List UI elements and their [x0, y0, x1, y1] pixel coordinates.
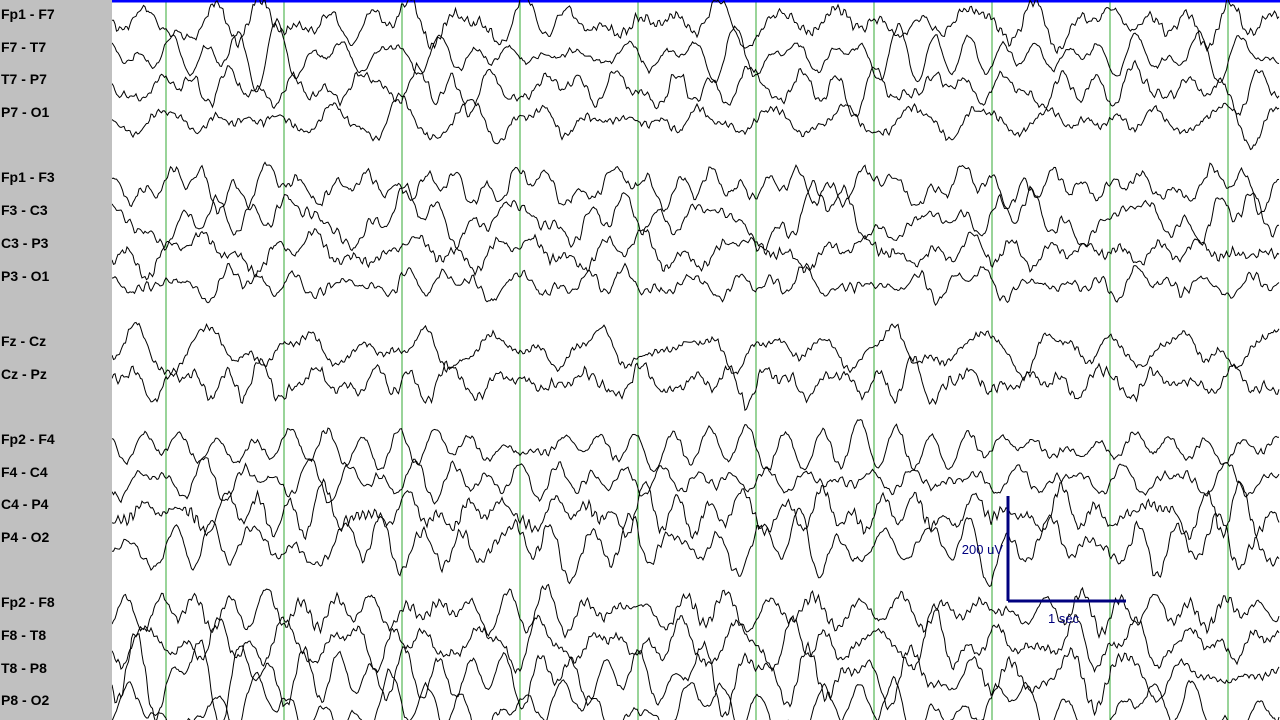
eeg-trace [112, 419, 1280, 473]
eeg-trace [112, 583, 1280, 639]
channel-label: Cz - Pz [1, 365, 47, 382]
eeg-trace [112, 602, 1280, 675]
channel-label: Fp1 - F7 [1, 6, 55, 22]
eeg-trace [112, 478, 1280, 541]
channel-label: T7 - P7 [1, 71, 47, 88]
eeg-trace [112, 632, 1280, 720]
channel-label: P3 - O1 [1, 267, 50, 284]
channel-label: P7 - O1 [1, 104, 50, 121]
eeg-trace [112, 92, 1280, 151]
channel-label: F7 - T7 [1, 38, 47, 55]
channel-label: Fp1 - F3 [1, 169, 55, 186]
eeg-trace [112, 321, 1280, 382]
channel-label: T8 - P8 [1, 659, 47, 676]
channel-label: C3 - P3 [1, 234, 49, 251]
channel-label: F4 - C4 [1, 463, 48, 480]
channel-label: C4 - P4 [1, 496, 49, 513]
channel-label-panel: Fp1 - F7 F7 - T7 T7 - P7 P7 - O1 Fp1 - F3 F3 … [0, 0, 112, 720]
eeg-trace [112, 0, 1280, 55]
channel-label: Fp2 - F8 [1, 594, 55, 611]
eeg-trace [112, 161, 1280, 216]
channel-label: F3 - C3 [1, 202, 48, 219]
eeg-trace [112, 507, 1280, 588]
eeg-trace [112, 17, 1280, 93]
channel-label: P8 - O2 [1, 692, 50, 709]
channel-label: Fz - Cz [1, 332, 47, 349]
channel-label: Fp2 - F4 [1, 430, 55, 447]
eeg-trace [112, 457, 1280, 505]
eeg-trace [112, 262, 1280, 307]
eeg-trace [112, 355, 1280, 412]
eeg-plot: 200 uV 1 sec [112, 0, 1280, 720]
eeg-trace [112, 59, 1280, 118]
eeg-trace [112, 228, 1280, 281]
channel-label: P4 - O2 [1, 528, 50, 545]
eeg-trace [112, 668, 1280, 720]
channel-label: F8 - T8 [1, 626, 47, 643]
time-scale-label: 1 sec [1048, 611, 1080, 626]
amplitude-scale-label: 200 uV [962, 542, 1004, 557]
